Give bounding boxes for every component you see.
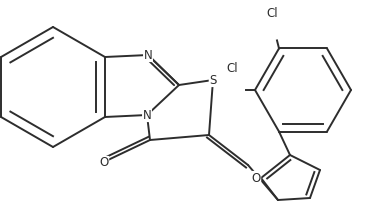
Text: O: O xyxy=(100,157,109,170)
Text: O: O xyxy=(251,172,260,184)
Text: Cl: Cl xyxy=(266,7,278,19)
Text: Cl: Cl xyxy=(226,61,238,75)
Text: N: N xyxy=(142,109,151,121)
Text: S: S xyxy=(209,73,217,87)
Text: N: N xyxy=(144,48,152,61)
